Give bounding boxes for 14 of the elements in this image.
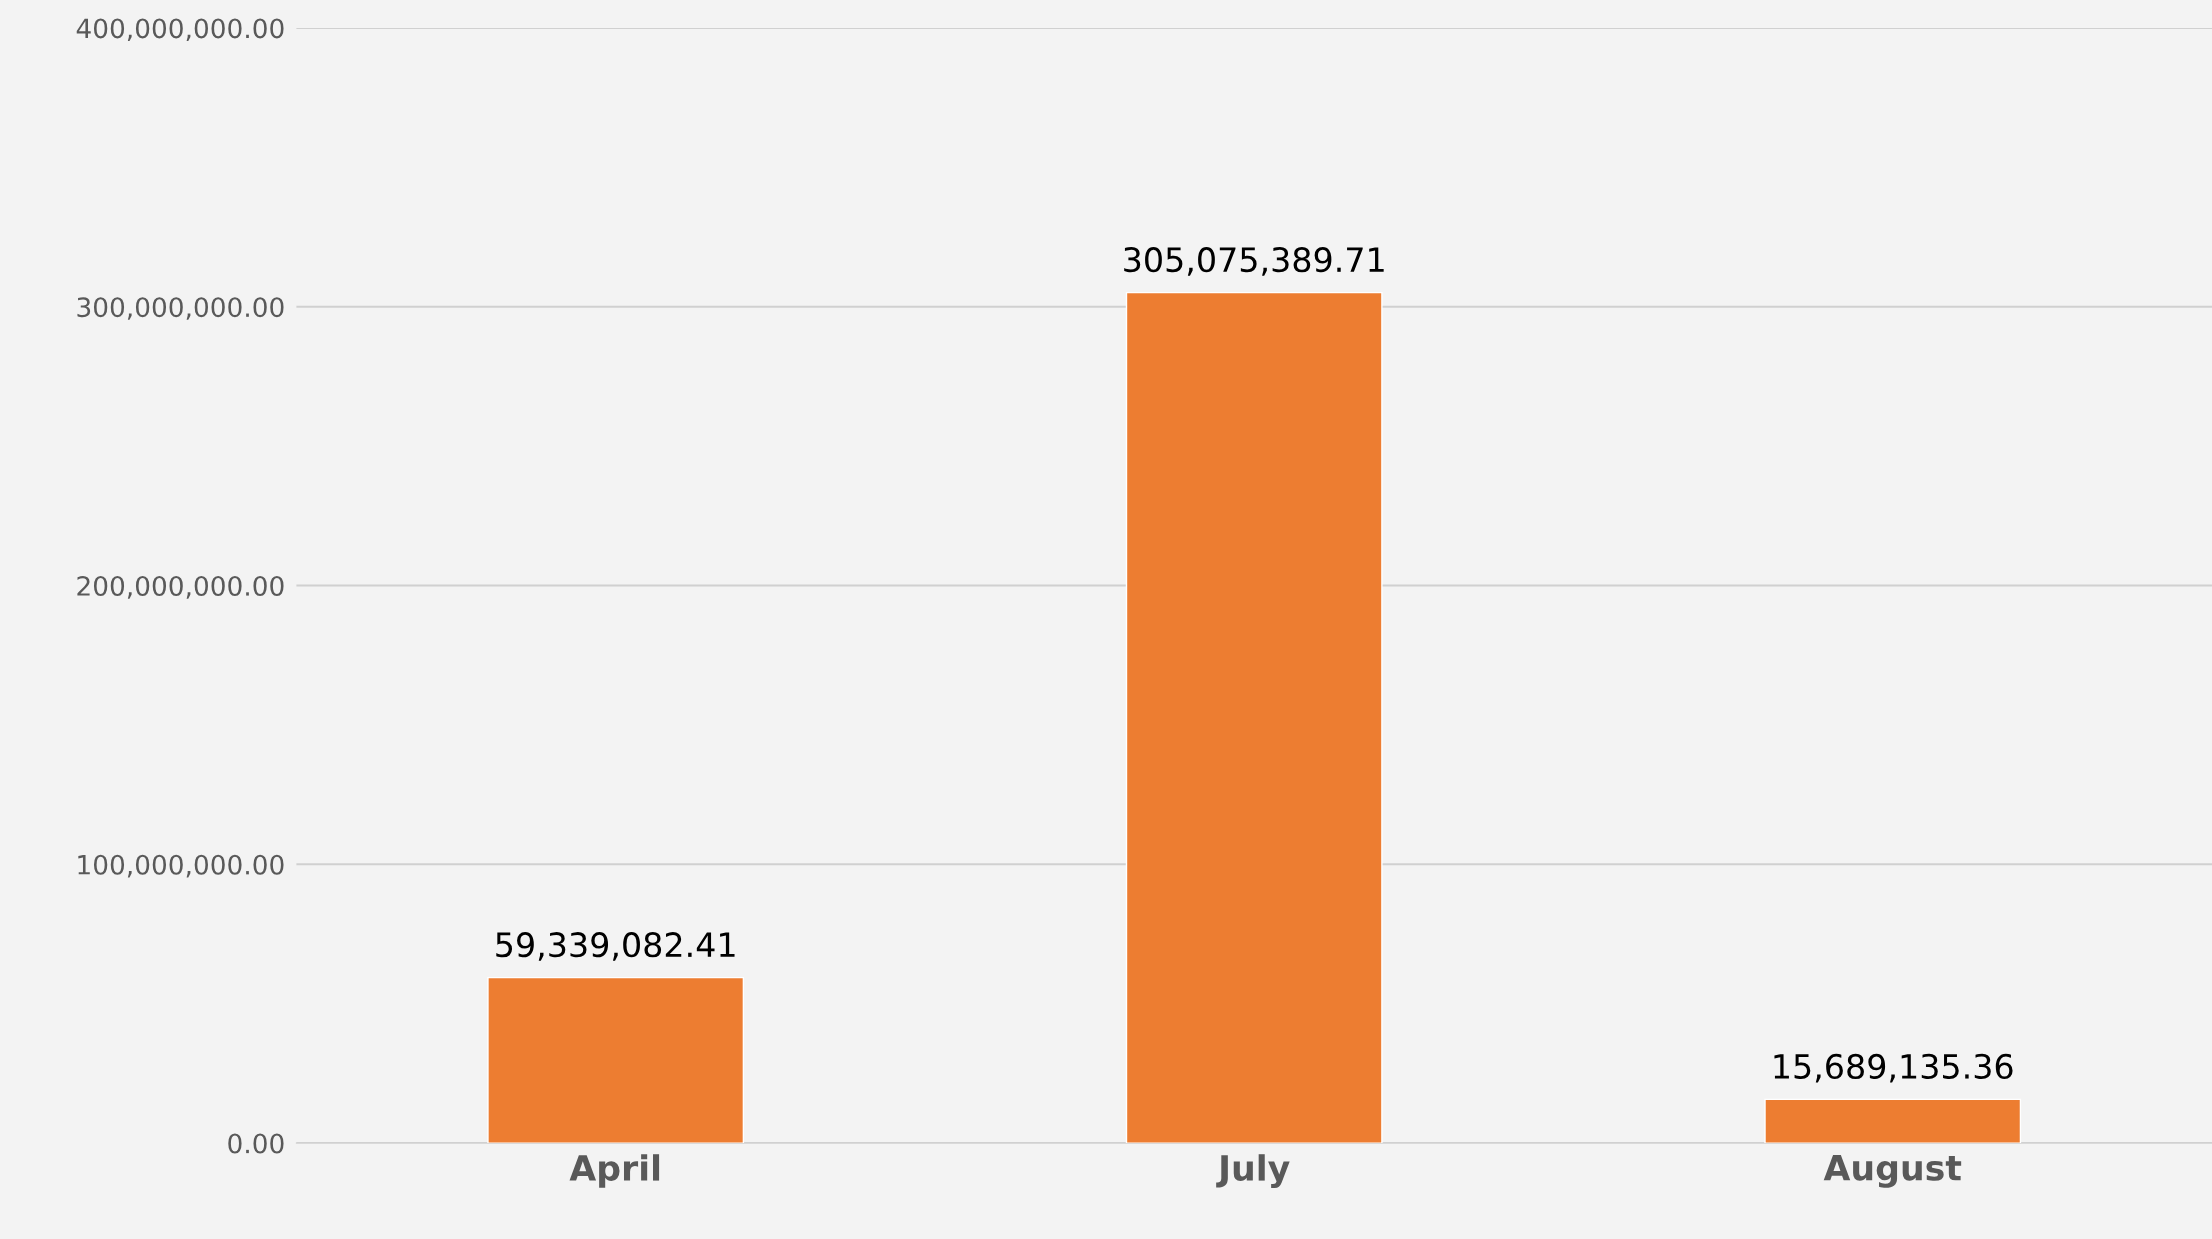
x-tick-label: August bbox=[1823, 1155, 1962, 1188]
y-tick-label: 200,000,000.00 bbox=[77, 575, 284, 599]
data-label: 59,339,082.41 bbox=[496, 932, 735, 961]
x-tick-label: July bbox=[1216, 1154, 1290, 1189]
y-tick-label: 400,000,000.00 bbox=[76, 18, 284, 42]
y-tick-label: 100,000,000.00 bbox=[78, 854, 284, 878]
y-tick-label: 300,000,000.00 bbox=[77, 297, 284, 320]
bar bbox=[1764, 1098, 2022, 1144]
x-tick-label: April bbox=[569, 1154, 660, 1188]
data-label: 15,689,135.36 bbox=[1774, 1053, 2013, 1083]
data-label: 305,075,389.71 bbox=[1124, 247, 1384, 276]
bar bbox=[1125, 291, 1383, 1144]
y-tick-label: 0.00 bbox=[228, 1133, 284, 1154]
bar bbox=[487, 976, 745, 1144]
